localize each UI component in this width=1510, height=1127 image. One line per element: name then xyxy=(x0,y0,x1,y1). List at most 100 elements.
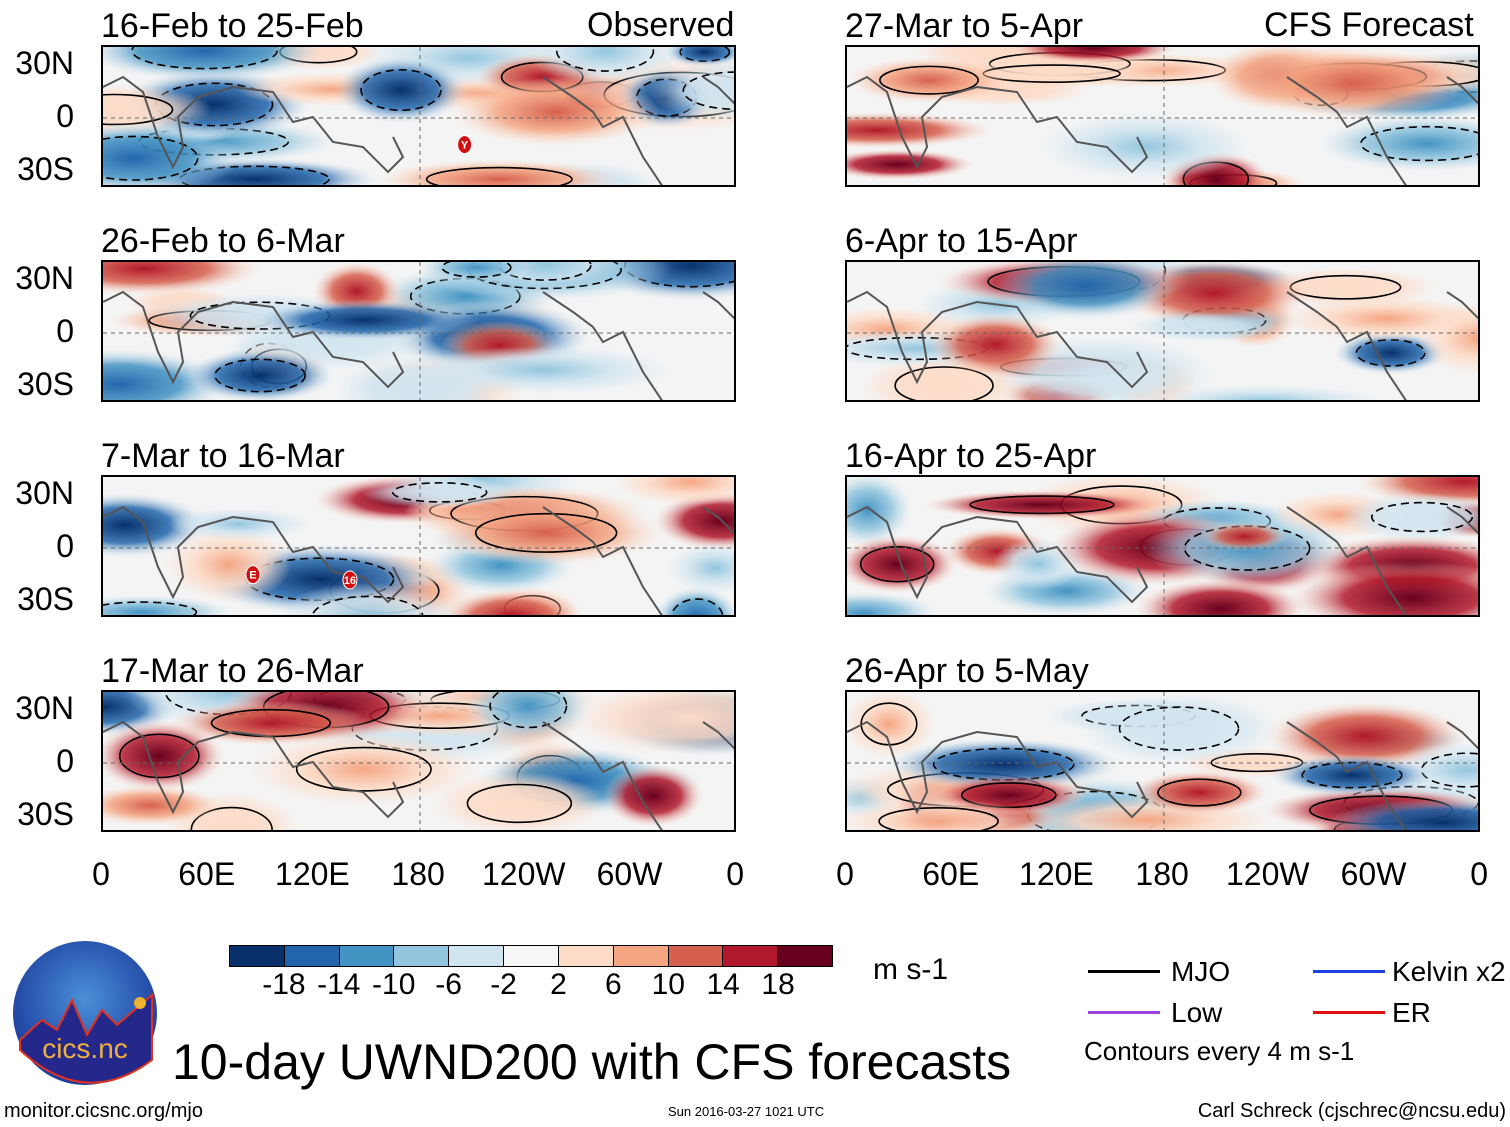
mjo-contour xyxy=(859,546,935,583)
cics-logo: cics.nc xyxy=(12,940,158,1086)
westerly-anomaly xyxy=(378,159,621,185)
colorbar-label: -2 xyxy=(490,968,517,1001)
mjo-contour xyxy=(103,135,199,181)
panel-title: 27-Mar to 5-Apr xyxy=(845,7,1084,45)
lon-label: 0 xyxy=(1470,856,1489,892)
mjo-contour xyxy=(190,806,273,830)
easterly-anomaly xyxy=(103,121,241,185)
mjo-contour xyxy=(179,165,330,185)
mjo-contour xyxy=(489,692,568,729)
legend-low: Low xyxy=(1171,997,1223,1028)
lon-label: 0 xyxy=(726,856,745,892)
colorbar-label: -6 xyxy=(435,968,462,1001)
easterly-anomaly xyxy=(1326,798,1478,830)
lat-label: 30N xyxy=(15,260,74,296)
low-line-swatch xyxy=(1088,1011,1160,1014)
colorbar-swatch xyxy=(394,946,450,966)
easterly-anomaly xyxy=(1079,692,1279,765)
mjo-contour xyxy=(466,783,573,824)
mjo-contour xyxy=(878,806,999,830)
mjo-contour xyxy=(360,69,442,112)
lon-label: 180 xyxy=(1135,856,1189,892)
map-panel-forecast xyxy=(845,475,1480,617)
easterly-anomaly xyxy=(413,346,672,394)
westerly-anomaly xyxy=(440,588,585,615)
author-credit: Carl Schreck (cjschrec@ncsu.edu) xyxy=(1197,1100,1506,1122)
easterly-anomaly xyxy=(419,262,534,284)
lon-label: 60E xyxy=(922,856,980,892)
storm-marker-label: E xyxy=(249,570,256,582)
coastline xyxy=(103,505,734,615)
colorbar-swatch xyxy=(449,946,505,966)
storm-marker-label: Y xyxy=(461,140,469,152)
colorbar xyxy=(229,945,833,967)
timestamp: Sun 2016-03-27 1021 UTC xyxy=(668,1104,825,1119)
svg-text:cics.nc: cics.nc xyxy=(42,1033,128,1064)
westerly-anomaly xyxy=(171,700,370,746)
lon-label: 120W xyxy=(1226,856,1310,892)
easterly-anomaly xyxy=(847,591,938,615)
mjo-contour xyxy=(103,601,198,615)
colorbar-swatch xyxy=(613,946,669,966)
mjo-contour xyxy=(441,262,512,278)
storm-marker xyxy=(245,565,261,585)
panel-title: 16-Apr to 25-Apr xyxy=(845,437,1097,475)
lon-label: 0 xyxy=(836,856,854,892)
easterly-anomaly xyxy=(464,692,592,742)
westerly-anomaly xyxy=(653,491,734,551)
site-url[interactable]: monitor.cicsnc.org/mjo xyxy=(4,1100,203,1122)
easterly-anomaly xyxy=(1269,754,1435,796)
colorbar-swatch xyxy=(230,946,285,966)
mjo-contour xyxy=(1157,778,1242,807)
contour-note: Contours every 4 m s-1 xyxy=(1084,1036,1355,1066)
panel-title: 7-Mar to 16-Mar xyxy=(101,437,345,475)
map-panel-observed: E 16 xyxy=(101,475,736,617)
easterly-anomaly xyxy=(103,595,233,615)
easterly-anomaly xyxy=(648,59,734,122)
lon-label: 60E xyxy=(178,856,236,892)
westerly-anomaly xyxy=(1200,521,1288,551)
map-panel-forecast xyxy=(845,45,1480,187)
easterly-anomaly xyxy=(886,738,1121,791)
lat-label: 0 xyxy=(56,98,74,134)
colorbar-swatch xyxy=(668,946,724,966)
mjo-contour xyxy=(474,512,618,553)
colorbar-label: 6 xyxy=(605,968,622,1001)
easterly-anomaly xyxy=(167,508,310,540)
coastline xyxy=(103,75,734,185)
figure-title: 10-day UWND200 with CFS forecasts xyxy=(172,1034,1012,1090)
colorbar-label: 10 xyxy=(651,968,685,1001)
westerly-anomaly xyxy=(847,535,958,594)
legend-kelvin: Kelvin x2 xyxy=(1392,956,1506,987)
panel-title: 26-Apr to 5-May xyxy=(845,652,1089,690)
westerly-anomaly xyxy=(847,798,1038,830)
westerly-anomaly xyxy=(847,57,1011,104)
easterly-anomaly xyxy=(524,47,686,85)
westerly-anomaly xyxy=(103,785,222,826)
kelvin-line-swatch xyxy=(1313,970,1385,973)
westerly-anomaly xyxy=(922,490,1162,520)
easterly-anomaly xyxy=(667,542,734,594)
westerly-anomaly xyxy=(847,112,993,149)
easterly-anomaly xyxy=(654,586,734,615)
colorbar-label: 2 xyxy=(550,968,567,1001)
lon-label: 120E xyxy=(1019,856,1094,892)
mjo-contour xyxy=(295,746,432,792)
map-panel-observed xyxy=(101,260,736,402)
lat-label: 30N xyxy=(15,475,74,511)
lat-label: 0 xyxy=(56,743,74,779)
colorbar-swatch xyxy=(778,946,832,966)
mjo-contour xyxy=(969,495,1115,515)
westerly-anomaly xyxy=(103,84,212,135)
lat-label: 30N xyxy=(15,45,74,81)
westerly-anomaly xyxy=(1130,770,1269,815)
mjo-contour xyxy=(118,733,200,779)
storm-marker xyxy=(342,570,358,590)
panel-title: 6-Apr to 15-Apr xyxy=(845,222,1078,260)
easterly-anomaly xyxy=(184,348,336,400)
colorbar-swatch xyxy=(284,946,340,966)
map-panel-forecast xyxy=(845,260,1480,402)
map-panel-observed: Y xyxy=(101,45,736,187)
mjo-contour xyxy=(555,47,655,72)
mjo-contour xyxy=(131,47,278,70)
